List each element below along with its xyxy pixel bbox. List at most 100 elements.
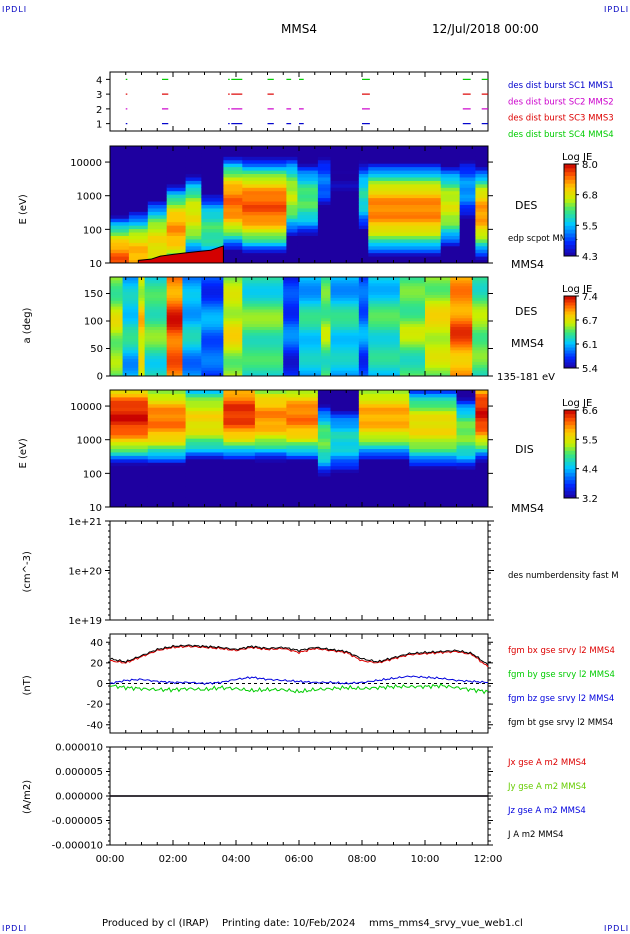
des-energy-cell [330, 256, 360, 261]
des-energy-cell [317, 156, 331, 161]
dis-energy-cell [254, 458, 287, 463]
des-pitch-cell [110, 291, 124, 295]
dis-energy-cell [330, 400, 360, 405]
dis-energy-cell [147, 482, 187, 487]
dis-energy-cell [110, 493, 149, 498]
des-energy-cell [317, 190, 331, 195]
dis-energy-cell [358, 417, 410, 422]
dis-energy-cell [254, 448, 287, 453]
des-energy-cell [185, 207, 202, 212]
des-energy-cell [368, 252, 442, 257]
dis-energy-cell [185, 458, 224, 463]
des-energy-cell [459, 176, 476, 181]
des-pitch-cell [182, 343, 202, 348]
des-energy-cell [330, 228, 360, 233]
des-energy-cell [358, 176, 369, 181]
des-pitch-cell [182, 279, 202, 284]
des-energy-cell [128, 197, 149, 202]
des-energy-cell [459, 252, 476, 257]
des-pitch-cell [283, 306, 300, 310]
des-pitch-mms-label: MMS4 [511, 337, 544, 350]
des-energy-colorbar-swatch [564, 240, 576, 245]
des-energy-cell [368, 159, 442, 164]
dis-energy-cell [286, 414, 319, 419]
dis-energy-colorbar-swatch [564, 413, 576, 418]
des-pitch-cell [144, 294, 168, 298]
dis-energy-cell [358, 472, 410, 477]
dis-energy-cell [110, 441, 149, 446]
dis-energy-cell [358, 493, 410, 498]
des-energy-cell [317, 170, 331, 175]
des-pitch-cell [425, 320, 451, 325]
des-pitch-cell [138, 279, 146, 284]
dis-energy-cell [185, 403, 224, 408]
dis-energy-cell [358, 489, 410, 494]
des-energy-cell [166, 197, 187, 202]
footer-produced: Produced by cl (IRAP) [102, 918, 209, 929]
des-pitch-cell [321, 338, 331, 342]
des-energy-cell [223, 249, 243, 254]
des-pitch-cell [201, 323, 224, 327]
dis-energy-cell [286, 462, 319, 467]
dis-energy-cell [223, 420, 256, 425]
des-pitch-cell [321, 288, 331, 293]
des-pitch-cell [330, 279, 360, 284]
des-pitch-colorbar-swatch [564, 326, 576, 330]
des-energy-cell [242, 249, 287, 254]
des-energy-cell [110, 228, 130, 233]
dis-energy-cell [286, 407, 319, 412]
dis-energy-cell [223, 396, 256, 401]
dis-energy-cell [223, 427, 256, 432]
des-energy-cell [286, 152, 298, 157]
dis-energy-cell [456, 458, 476, 463]
des-pitch-cell [425, 311, 451, 316]
des-pitch-cell [368, 282, 401, 287]
des-energy-cell [147, 166, 168, 171]
dis-energy-cell [254, 455, 287, 460]
burst-y-tick-label: 4 [96, 75, 102, 86]
des-pitch-cell [144, 338, 168, 342]
des-energy-cell [358, 207, 369, 212]
dis-energy-cell [409, 489, 457, 494]
des-energy-cell [358, 221, 369, 226]
des-energy-cell [147, 232, 168, 236]
des-pitch-cell [450, 294, 473, 298]
des-energy-cell [459, 173, 476, 178]
dis-energy-cell [110, 482, 149, 487]
des-pitch-cell [122, 341, 139, 345]
des-pitch-cell [144, 282, 168, 287]
des-pitch-cell [166, 373, 183, 377]
des-energy-cell [166, 204, 187, 209]
des-energy-cell [110, 149, 130, 154]
des-pitch-cell [299, 367, 322, 371]
des-energy-cell [317, 249, 331, 254]
dis-energy-colorbar-tick-label: 5.5 [582, 435, 598, 446]
des-pitch-cell [450, 364, 473, 368]
des-energy-cell [166, 218, 187, 223]
des-energy-cell [459, 242, 476, 247]
dis-energy-cell [223, 410, 256, 415]
des-energy-cell [286, 256, 298, 261]
des-pitch-cell [330, 355, 360, 360]
dis-energy-cell [475, 500, 489, 505]
des-energy-cell [147, 187, 168, 192]
dis-energy-cell [286, 424, 319, 429]
dis-energy-colorbar-swatch [564, 428, 576, 433]
dis-energy-cell [254, 496, 287, 501]
des-energy-cell [475, 252, 489, 257]
dis-energy-cell [475, 414, 489, 419]
des-energy-cell [286, 252, 298, 257]
des-pitch-cell [358, 291, 369, 295]
des-pitch-cell [166, 367, 183, 371]
des-energy-cell [286, 232, 298, 236]
des-pitch-cell [201, 343, 224, 348]
dis-energy-cell [358, 438, 410, 443]
des-pitch-cell [283, 311, 300, 316]
des-pitch-cell [368, 346, 401, 351]
des-pitch-cell [110, 279, 124, 284]
dis-energy-cell [147, 451, 187, 456]
des-pitch-cell [399, 346, 426, 351]
des-energy-cell [475, 225, 489, 230]
des-energy-cell [166, 146, 187, 150]
des-pitch-cell [358, 314, 369, 319]
